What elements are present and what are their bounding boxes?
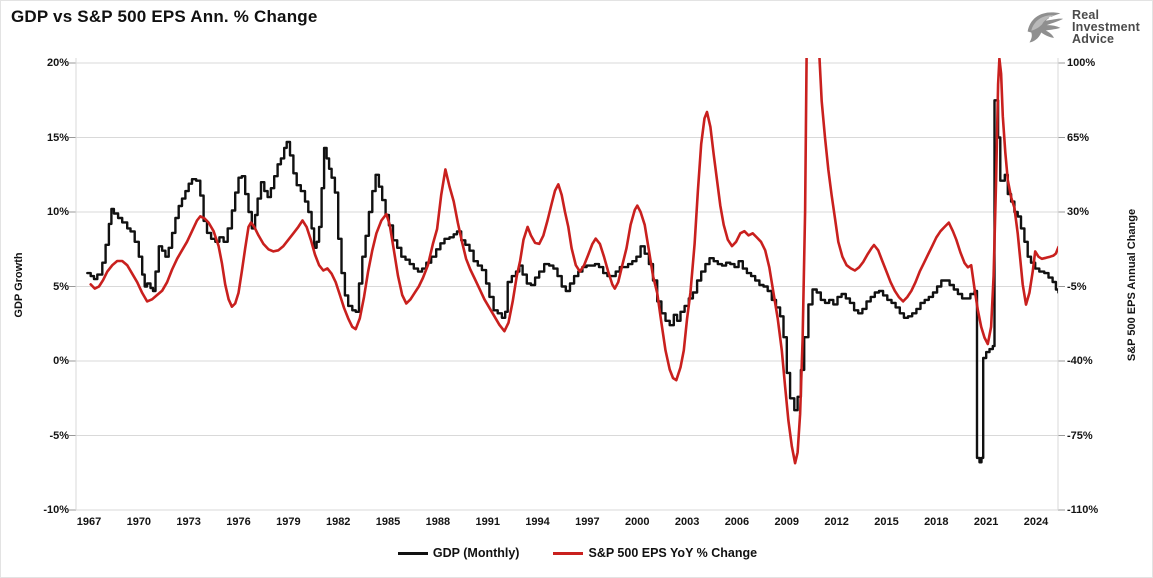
- left-tick-label: 10%: [46, 206, 69, 218]
- right-tick-label: -110%: [1067, 504, 1099, 516]
- x-tick-label: 2024: [1023, 516, 1049, 528]
- x-tick-label: 1988: [425, 516, 451, 528]
- x-tick-label: 2003: [674, 516, 700, 528]
- left-tick-label: 5%: [53, 280, 69, 293]
- left-tick-label: 20%: [46, 57, 69, 69]
- gdp-line-swatch-icon: [397, 551, 428, 555]
- right-tick-label: 65%: [1067, 131, 1090, 144]
- x-tick-label: 2009: [774, 516, 800, 528]
- left-tick-label: -10%: [43, 504, 69, 516]
- x-tick-label: 2015: [874, 516, 899, 528]
- legend-item-eps: S&P 500 EPS YoY % Change: [553, 546, 757, 560]
- legend-item-gdp: GDP (Monthly): [397, 546, 520, 560]
- eps-line-swatch-icon: [553, 551, 584, 555]
- right-axis-title: S&P 500 EPS Annual Change: [1126, 208, 1138, 362]
- right-tick-label: -5%: [1067, 280, 1087, 293]
- x-tick-label: 2012: [824, 516, 849, 528]
- x-tick-label: 2000: [625, 516, 650, 528]
- ria-logo-eagle-icon: [1027, 12, 1064, 43]
- x-tick-label: 1997: [575, 516, 600, 528]
- ria-logo: Real Investment Advice: [1022, 7, 1140, 47]
- chart-title: GDP vs S&P 500 EPS Ann. % Change: [11, 7, 318, 26]
- right-tick-label: 30%: [1067, 206, 1090, 218]
- x-tick-label: 1976: [226, 516, 251, 528]
- x-tick-label: 2018: [924, 516, 949, 528]
- x-tick-label: 1991: [475, 516, 500, 528]
- left-tick-label: 0%: [53, 355, 69, 367]
- legend: GDP (Monthly) S&P 500 EPS YoY % Change: [1, 546, 1152, 560]
- left-tick-label: 15%: [46, 131, 69, 144]
- legend-label-gdp: GDP (Monthly): [432, 546, 520, 560]
- left-tick-label: -5%: [49, 429, 69, 442]
- x-tick-label: 1967: [76, 516, 102, 528]
- x-tick-label: 1994: [525, 516, 550, 528]
- x-tick-label: 2021: [973, 516, 999, 528]
- x-tick-label: 1982: [325, 516, 351, 528]
- left-axis-title: GDP Growth: [13, 252, 25, 318]
- right-tick-label: -75%: [1067, 429, 1093, 442]
- ria-logo-text: Real Investment Advice: [1072, 8, 1140, 46]
- right-tick-label: 100%: [1067, 57, 1096, 69]
- x-tick-label: 1973: [176, 516, 201, 528]
- logo-line-3: Advice: [1072, 32, 1115, 46]
- legend-label-eps: S&P 500 EPS YoY % Change: [588, 546, 758, 560]
- x-tick-label: 1970: [126, 516, 152, 528]
- x-tick-label: 1979: [276, 516, 301, 528]
- x-tick-label: 1985: [375, 516, 401, 528]
- logo-line-1: Real: [1072, 8, 1100, 22]
- right-tick-label: -40%: [1067, 355, 1093, 367]
- x-tick-label: 2006: [724, 516, 750, 528]
- logo-line-2: Investment: [1072, 20, 1140, 34]
